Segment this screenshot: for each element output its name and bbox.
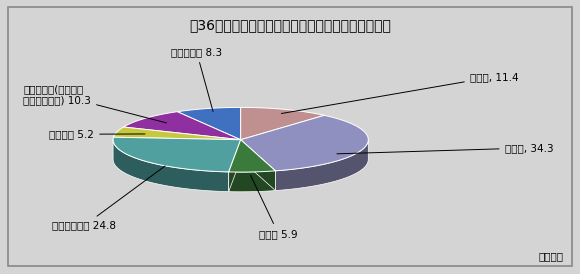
Text: 卸売・小売業 24.8: 卸売・小売業 24.8 — [52, 166, 165, 230]
Polygon shape — [229, 171, 276, 192]
Polygon shape — [241, 140, 276, 191]
Polygon shape — [113, 137, 241, 172]
Polygon shape — [113, 140, 229, 192]
Text: サービス業(他に分類
されないもの) 10.3: サービス業(他に分類 されないもの) 10.3 — [23, 84, 166, 123]
Polygon shape — [276, 140, 368, 191]
Polygon shape — [177, 107, 241, 140]
Polygon shape — [229, 140, 276, 172]
Text: その他産業 8.3: その他産業 8.3 — [171, 47, 222, 112]
Polygon shape — [241, 140, 276, 191]
Text: 図36　企業産業大分類別子会社がある企業の構成比: 図36 企業産業大分類別子会社がある企業の構成比 — [189, 18, 391, 32]
Polygon shape — [241, 115, 368, 171]
Text: 不動産業 5.2: 不動産業 5.2 — [49, 129, 145, 139]
Text: 建設業, 11.4: 建設業, 11.4 — [281, 72, 519, 113]
Polygon shape — [229, 140, 241, 192]
Text: 製造業, 34.3: 製造業, 34.3 — [337, 143, 553, 154]
Text: 単位：％: 単位：％ — [539, 251, 564, 261]
Polygon shape — [241, 107, 324, 140]
Polygon shape — [114, 127, 241, 140]
Polygon shape — [124, 112, 241, 140]
Polygon shape — [229, 140, 241, 192]
Text: 運輸業 5.9: 運輸業 5.9 — [251, 175, 298, 239]
